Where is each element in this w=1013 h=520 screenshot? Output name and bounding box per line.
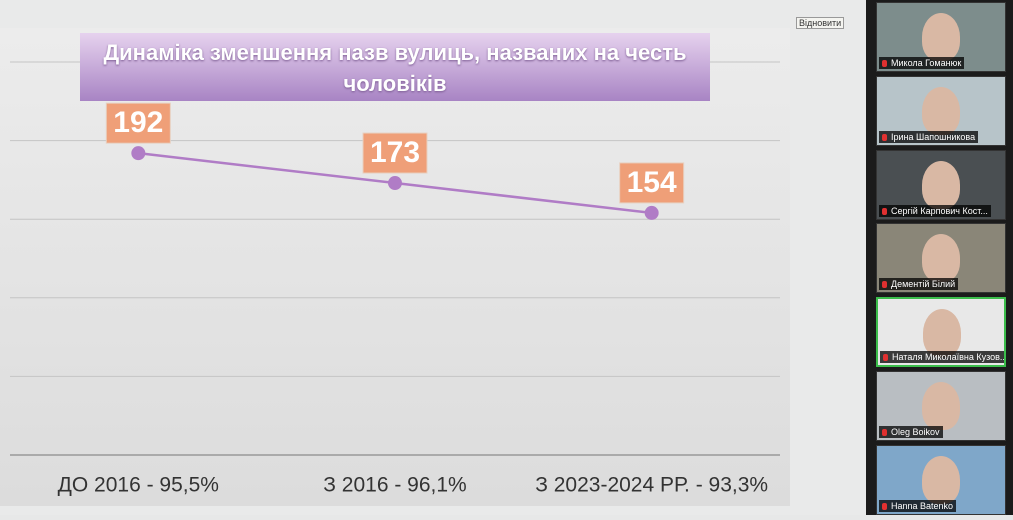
video-tile[interactable]: Дементій Білий bbox=[876, 223, 1006, 294]
data-label-box bbox=[619, 162, 685, 204]
video-tile[interactable]: Oleg Boikov bbox=[876, 371, 1006, 441]
shared-screen: Динаміка зменшення назв вулиць, названих… bbox=[0, 17, 845, 506]
data-label: 154 bbox=[627, 166, 677, 199]
participant-video bbox=[922, 86, 960, 135]
video-tile[interactable]: Наталя Миколаївна Кузов... bbox=[876, 297, 1006, 368]
title-box bbox=[80, 33, 710, 101]
participant-name: Ірина Шапошникова bbox=[879, 130, 979, 143]
video-tile[interactable]: Ірина Шапошникова bbox=[876, 75, 1006, 146]
participant-video bbox=[922, 234, 960, 283]
participant-name: Hanna Batenko bbox=[879, 499, 957, 512]
participant-video bbox=[923, 309, 961, 358]
participant-name: Oleg Boikov bbox=[879, 426, 943, 438]
title-wrap: Динаміка зменшення назв вулиць, названих… bbox=[103, 40, 687, 96]
x-tick-label: ДО 2016 - 95,5% bbox=[58, 474, 219, 497]
video-tile[interactable]: Hanna Batenko bbox=[876, 444, 1006, 515]
slide-chart: Динаміка зменшення назв вулиць, названих… bbox=[0, 28, 790, 506]
data-point bbox=[644, 205, 659, 220]
participant-video bbox=[922, 455, 960, 504]
participant-video bbox=[922, 13, 960, 61]
participant-video bbox=[922, 160, 960, 209]
x-tick-label: З 2023-2024 РР. - 93,3% bbox=[535, 474, 768, 497]
participant-name: Дементій Білий bbox=[879, 278, 959, 291]
data-label: 173 bbox=[370, 136, 420, 169]
data-label-box bbox=[362, 132, 428, 174]
data-label-box bbox=[105, 102, 171, 144]
participant-name: Сергій Карпович Кост... bbox=[879, 204, 991, 217]
x-tick-label: З 2016 - 96,1% bbox=[323, 474, 466, 497]
data-point bbox=[131, 146, 146, 161]
data-label: 192 bbox=[113, 106, 163, 139]
participants-panel: Микола Гоманюк Ірина Шапошникова Сергій Ка… bbox=[866, 0, 1013, 515]
data-point bbox=[388, 176, 402, 191]
participant-name: Микола Гоманюк bbox=[879, 57, 965, 69]
participant-video bbox=[922, 382, 960, 430]
video-tile[interactable]: Сергій Карпович Кост... bbox=[876, 149, 1006, 220]
restore-button[interactable]: Відновити bbox=[796, 17, 845, 29]
participant-name: Наталя Миколаївна Кузов... bbox=[880, 351, 1004, 364]
chart-title: Динаміка зменшення назв вулиць, названих… bbox=[103, 40, 687, 96]
video-tile[interactable]: Микола Гоманюк bbox=[876, 2, 1006, 72]
